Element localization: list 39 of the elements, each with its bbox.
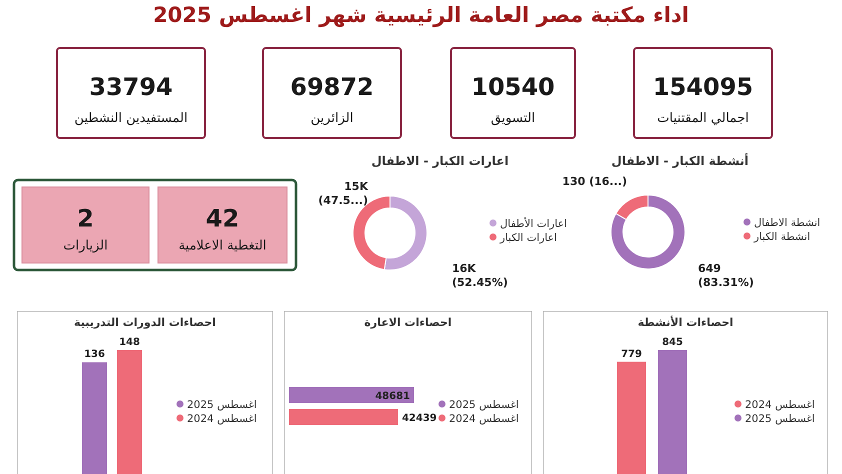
- chart-title: احصاءات الدورات التدريبية: [74, 316, 216, 329]
- data-label: 16K (52.45%): [452, 262, 508, 289]
- category-label: المستفيدين النشطين: [74, 110, 188, 126]
- data-label: 845: [662, 337, 683, 348]
- category-label: الزيارات: [63, 238, 108, 254]
- legend-label: اعارات الكبار: [499, 232, 557, 244]
- category-label: التسويق: [490, 110, 536, 126]
- data-label: 42439: [402, 413, 437, 424]
- category-label: اجمالي المقتنيات: [657, 110, 749, 126]
- donut-slice: [610, 194, 686, 270]
- chart-title: احصاءات الأنشطة: [638, 315, 734, 329]
- legend-label: اغسطس 2024: [449, 413, 519, 425]
- data-label: 33794: [89, 72, 173, 101]
- data-label: 154095: [652, 72, 754, 101]
- data-label: 649 (83.31%): [698, 262, 754, 289]
- category-label: التغطية الاعلامية: [178, 238, 266, 254]
- data-label: 48681: [375, 391, 410, 402]
- data-label: 2: [77, 204, 94, 233]
- data-label: 136: [84, 349, 105, 360]
- legend-label: انشطة الكبار: [753, 231, 810, 243]
- legend-label: اغسطس 2024: [187, 413, 257, 425]
- data-label: 42: [206, 204, 240, 233]
- legend-label: اغسطس 2024: [745, 399, 815, 411]
- data-label: 779: [621, 348, 642, 360]
- legend-label: انشطة الاطفال: [754, 217, 820, 229]
- legend-label: اغسطس 2025: [745, 413, 815, 425]
- chart-title: أنشطة الكبار - الاطفال: [611, 153, 749, 168]
- legend-label: اعارات الأطفال: [500, 216, 567, 230]
- data-label: 15K (47.5...): [318, 180, 368, 207]
- category-label: الزائرين: [310, 110, 354, 126]
- text: اداء مكتبة مصر العامة الرئيسية شهر اغسطس 2025: [153, 3, 689, 28]
- data-label: 10540: [471, 72, 555, 101]
- legend-label: اغسطس 2025: [449, 399, 519, 411]
- legend-label: اغسطس 2025: [187, 399, 257, 411]
- chart-title: اعارات الكبار - الاطفال: [371, 154, 509, 168]
- data-label: 69872: [290, 72, 374, 101]
- data-label: 148: [119, 337, 140, 348]
- data-label: 130 (16...): [562, 175, 627, 188]
- chart-title: احصاءات الاعارة: [364, 316, 452, 329]
